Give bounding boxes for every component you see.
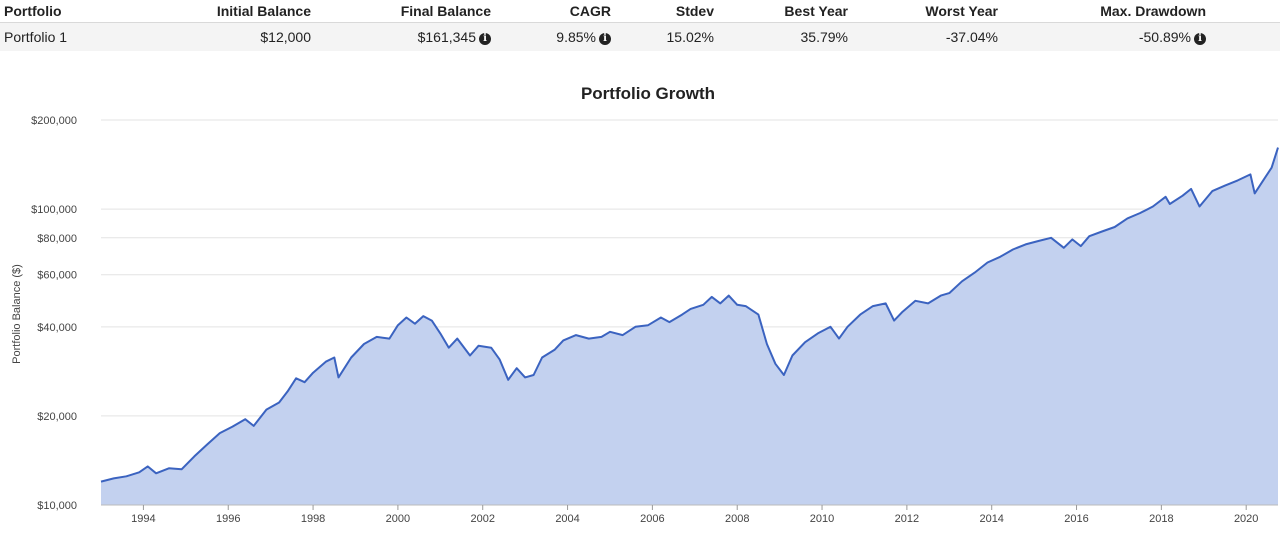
y-tick-label: $80,000 — [37, 233, 77, 245]
x-tick-label: 2006 — [640, 513, 664, 525]
header-initial-balance: Initial Balance — [95, 0, 315, 23]
header-portfolio: Portfolio — [0, 0, 95, 23]
cell-max-drawdown: -50.89% i — [1002, 22, 1280, 51]
y-tick-label: $40,000 — [37, 322, 77, 334]
chart-svg: Portfolio Growth Portfolio Balance ($) $… — [11, 84, 1279, 525]
y-tick-label: $10,000 — [37, 500, 77, 512]
x-axis: 1994 1996 1998 2000 2002 2004 2006 2008 2010 2012… — [101, 504, 1278, 525]
cell-portfolio-name: Portfolio 1 — [0, 22, 95, 51]
y-tick-label: $200,000 — [31, 115, 77, 127]
x-tick-label: 2002 — [470, 513, 494, 525]
series-line — [100, 147, 1279, 483]
cell-worst-year: -37.04% — [852, 22, 1002, 51]
x-tick-label: 2020 — [1234, 513, 1258, 525]
header-cagr: CAGR — [495, 0, 615, 23]
cagr-value: 9.85% — [556, 29, 596, 45]
cell-cagr: 9.85% i — [495, 22, 615, 51]
table-row: Portfolio 1 $12,000 $161,345 i 9.85% i 15.… — [0, 22, 1280, 51]
header-worst-year: Worst Year — [852, 0, 1002, 23]
chart-title: Portfolio Growth — [581, 84, 715, 103]
x-tick-label: 2012 — [895, 513, 919, 525]
header-stdev: Stdev — [615, 0, 718, 23]
cell-stdev: 15.02% — [615, 22, 718, 51]
info-icon[interactable]: i — [1194, 33, 1206, 45]
header-best-year: Best Year — [718, 0, 852, 23]
summary-header-row: Portfolio Initial Balance Final Balance … — [0, 0, 1280, 23]
x-tick-label: 2000 — [386, 513, 410, 525]
y-tick-label: $60,000 — [37, 270, 77, 282]
header-max-drawdown: Max. Drawdown — [1002, 0, 1280, 23]
max-drawdown-value: -50.89% — [1138, 29, 1191, 45]
y-axis-label: Portfolio Balance ($) — [11, 264, 23, 364]
x-tick-label: 1996 — [216, 513, 240, 525]
header-final-balance: Final Balance — [315, 0, 495, 23]
cell-initial-balance: $12,000 — [95, 22, 315, 51]
summary-table: Portfolio Initial Balance Final Balance … — [0, 0, 1280, 51]
portfolio-growth-chart: Portfolio Growth Portfolio Balance ($) $… — [0, 70, 1280, 530]
x-tick-label: 2018 — [1149, 513, 1173, 525]
cell-best-year: 35.79% — [718, 22, 852, 51]
y-tick-label: $100,000 — [31, 204, 77, 216]
x-tick-label: 1998 — [301, 513, 325, 525]
x-tick-label: 2004 — [555, 513, 579, 525]
series-area — [101, 147, 1278, 505]
y-tick-label: $20,000 — [37, 411, 77, 423]
x-tick-label: 2014 — [979, 513, 1003, 525]
final-balance-value: $161,345 — [417, 29, 476, 45]
cell-final-balance: $161,345 i — [315, 22, 495, 51]
x-tick-label: 2010 — [810, 513, 834, 525]
info-icon[interactable]: i — [599, 33, 611, 45]
area-layer — [100, 147, 1279, 505]
x-tick-label: 2008 — [725, 513, 749, 525]
info-icon[interactable]: i — [479, 33, 491, 45]
x-tick-label: 2016 — [1064, 513, 1088, 525]
y-axis: $10,000 $20,000 $40,000 $60,000 $80,000 $100,… — [31, 115, 77, 512]
x-tick-label: 1994 — [131, 513, 155, 525]
